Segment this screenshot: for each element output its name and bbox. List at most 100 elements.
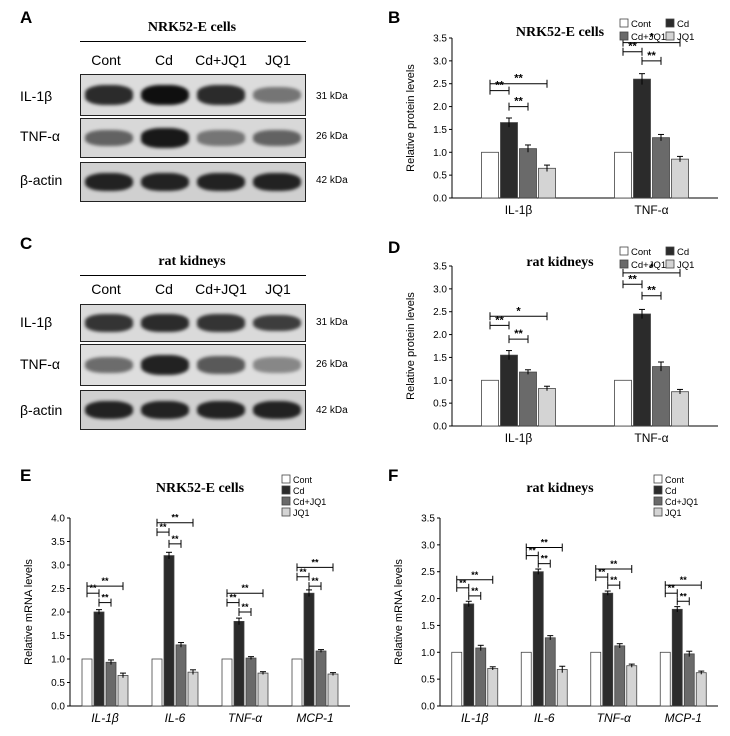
y-tick-label: 4.0 (51, 514, 65, 525)
bar (695, 672, 707, 707)
legend-label: Cont (631, 247, 651, 258)
legend-swatch (619, 18, 629, 28)
blot-band (196, 172, 246, 192)
significance-label: ** (680, 591, 688, 601)
legend-label: Cd+JQ1 (631, 32, 666, 43)
lane-label: Cont (91, 281, 121, 297)
blot-band (84, 356, 134, 374)
bar (590, 651, 602, 707)
lane-label: Cd (155, 281, 173, 297)
legend-label: JQ1 (677, 32, 694, 43)
significance-label: ** (495, 80, 504, 92)
significance-label: ** (241, 583, 249, 593)
legend-label: Cd+JQ1 (293, 497, 326, 507)
blot-band (252, 314, 302, 332)
significance-label: ** (159, 522, 167, 532)
significance-label: ** (529, 546, 537, 556)
x-category-label: IL-6 (165, 711, 186, 725)
significance-label: ** (101, 593, 109, 603)
bar (683, 653, 695, 707)
y-tick-label: 2.5 (51, 584, 65, 595)
significance-label: ** (299, 567, 307, 577)
y-tick-label: 2.5 (421, 567, 435, 578)
y-tick-label: 1.0 (433, 376, 447, 387)
x-category-label: TNF-α (228, 711, 263, 725)
chart-b: NRK52-E cells 0.0 0.5 1.0 1.5 2.0 2.5 3.0 3.5 Rel… (405, 18, 718, 217)
significance-label: * (516, 305, 521, 317)
legend-swatch (653, 474, 663, 484)
legend-swatch (619, 246, 629, 256)
legend-label: Cd (665, 486, 677, 496)
y-axis-label: Relative protein levels (405, 64, 417, 172)
bar (538, 388, 556, 427)
bar (614, 151, 632, 199)
legend-swatch (281, 496, 291, 506)
significance-label: ** (610, 575, 618, 585)
x-category-label: TNF-α (634, 203, 668, 217)
blot-strip-bactin (80, 162, 306, 202)
bar (500, 122, 518, 199)
legend-label: Cd (293, 486, 305, 496)
bar (614, 645, 626, 707)
y-tick-label: 1.5 (433, 125, 447, 136)
blot-band (252, 172, 302, 192)
bar (614, 379, 632, 427)
y-axis-label: Relative mRNA levels (393, 559, 405, 665)
legend-swatch (665, 259, 675, 269)
significance-label: ** (514, 96, 523, 108)
y-tick-label: 1.0 (51, 655, 65, 666)
x-category-label: IL-1β (91, 711, 119, 725)
legend-label: Cd+JQ1 (631, 260, 666, 271)
blot-band (140, 314, 190, 332)
blot-band (140, 355, 190, 375)
legend-swatch (653, 496, 663, 506)
bar (538, 167, 556, 199)
x-category-label: TNF-α (634, 431, 668, 445)
bar (327, 673, 339, 707)
blot-row-label: TNF-α (20, 128, 60, 144)
y-tick-label: 3.5 (433, 34, 447, 45)
y-tick-label: 3.5 (421, 514, 435, 525)
y-tick-label: 2.0 (433, 330, 447, 341)
significance-label: ** (459, 578, 467, 588)
lane-label: JQ1 (265, 52, 291, 68)
chart-title: NRK52-E cells (156, 481, 245, 496)
lane-label: Cd+JQ1 (195, 52, 247, 68)
y-tick-label: 0.5 (433, 171, 447, 182)
significance-label: * (649, 32, 654, 44)
bar (93, 611, 105, 707)
bar (659, 651, 671, 707)
bar (602, 592, 614, 707)
blot-strip-tnfa (80, 118, 306, 158)
significance-label: ** (311, 557, 319, 567)
panel-letter-d: D (388, 238, 401, 257)
bar (544, 637, 556, 707)
blot-band (84, 130, 134, 146)
y-tick-label: 3.0 (51, 561, 65, 572)
y-tick-label: 2.0 (421, 594, 435, 605)
y-tick-label: 0.0 (433, 194, 447, 205)
legend-label: JQ1 (293, 508, 310, 518)
bar (519, 148, 537, 199)
legend-label: JQ1 (677, 260, 694, 271)
significance-label: ** (628, 273, 637, 285)
legend-swatch (665, 31, 675, 41)
legend-label: Cont (631, 19, 651, 30)
kda-label: 26 kDa (316, 131, 348, 142)
legend-swatch (653, 507, 663, 517)
panel-letter-e: E (20, 466, 32, 485)
panel-letter-a: A (20, 8, 33, 27)
bar (315, 650, 327, 707)
bar (221, 658, 233, 707)
bar (487, 668, 499, 707)
legend-label: Cont (293, 475, 313, 485)
legend-label: Cd (677, 247, 689, 258)
kda-label: 31 kDa (316, 91, 348, 102)
blot-band (84, 314, 134, 332)
lane-label: Cd+JQ1 (195, 281, 247, 297)
bar (671, 158, 689, 199)
blot-strip-bactin (80, 390, 306, 430)
y-tick-label: 3.0 (433, 56, 447, 67)
bar (151, 658, 163, 707)
